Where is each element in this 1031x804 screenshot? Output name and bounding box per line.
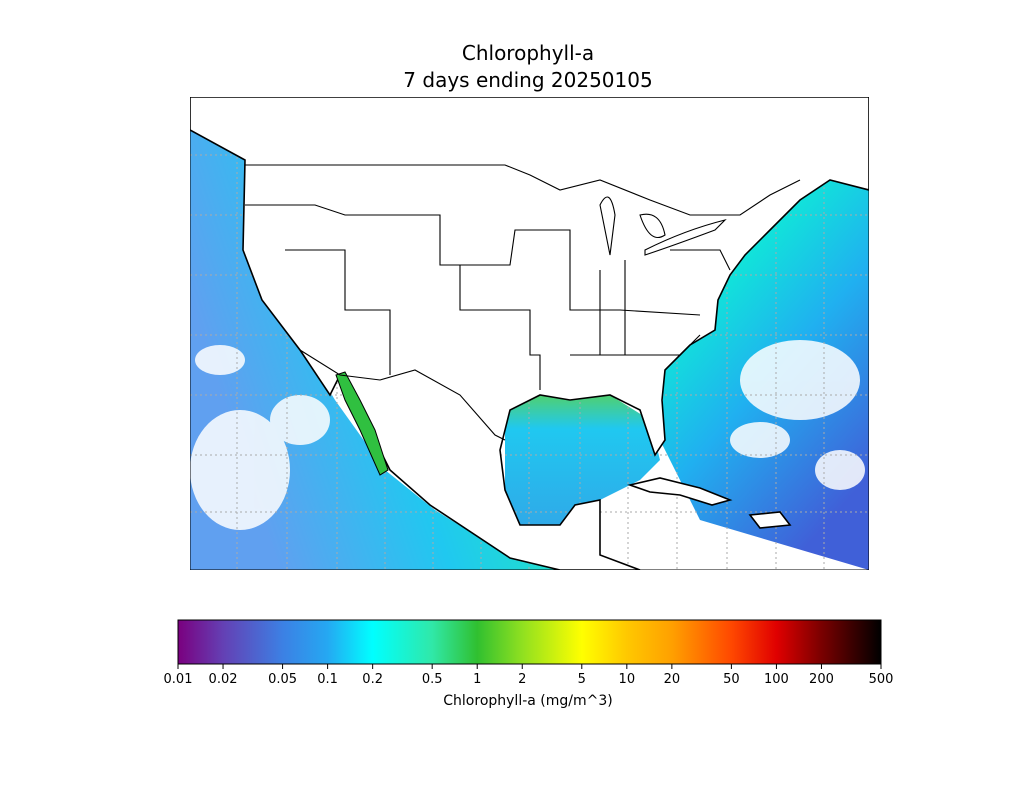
- cuba: [627, 477, 733, 506]
- colorbar-tick-label: 0.01: [164, 672, 193, 687]
- colorbar-tick-label: 20: [664, 672, 681, 687]
- gulf-of-california: [335, 371, 389, 476]
- colorbar-tick-label: 5: [578, 672, 586, 687]
- borders: [245, 164, 801, 441]
- colorbar-tick-label: 0.5: [422, 672, 443, 687]
- map: [190, 97, 869, 570]
- colorbar-tick-label: 100: [764, 672, 789, 687]
- colorbar-tick-label: 10: [619, 672, 636, 687]
- colorbar-tick-label: 2: [518, 672, 526, 687]
- colorbar-fill: [177, 619, 882, 665]
- colorbar-tick-label: 1: [473, 672, 481, 687]
- cloud-cover: [190, 340, 865, 530]
- gulf-of-mexico: [505, 395, 660, 530]
- colorbar-tick-label: 0.1: [317, 672, 338, 687]
- title: Chlorophyll-a: [462, 41, 594, 65]
- colorbar-tick-label: 0.2: [362, 672, 383, 687]
- colorbar-tick-label: 50: [723, 672, 740, 687]
- colorbar-tick-label: 200: [809, 672, 834, 687]
- colorbar-tick-label: 500: [869, 672, 894, 687]
- colorbar-label: Chlorophyll-a (mg/m^3): [443, 693, 612, 709]
- subtitle: 7 days ending 20250105: [403, 68, 652, 92]
- colorbar-tick-label: 0.02: [209, 672, 238, 687]
- hispaniola: [748, 511, 792, 529]
- colorbar: 0.01 0.02 0.05 0.1 0.2 0.5 1 2 5 10 20 50 100 200 500: [164, 619, 894, 687]
- colorbar-tick-label: 0.05: [268, 672, 297, 687]
